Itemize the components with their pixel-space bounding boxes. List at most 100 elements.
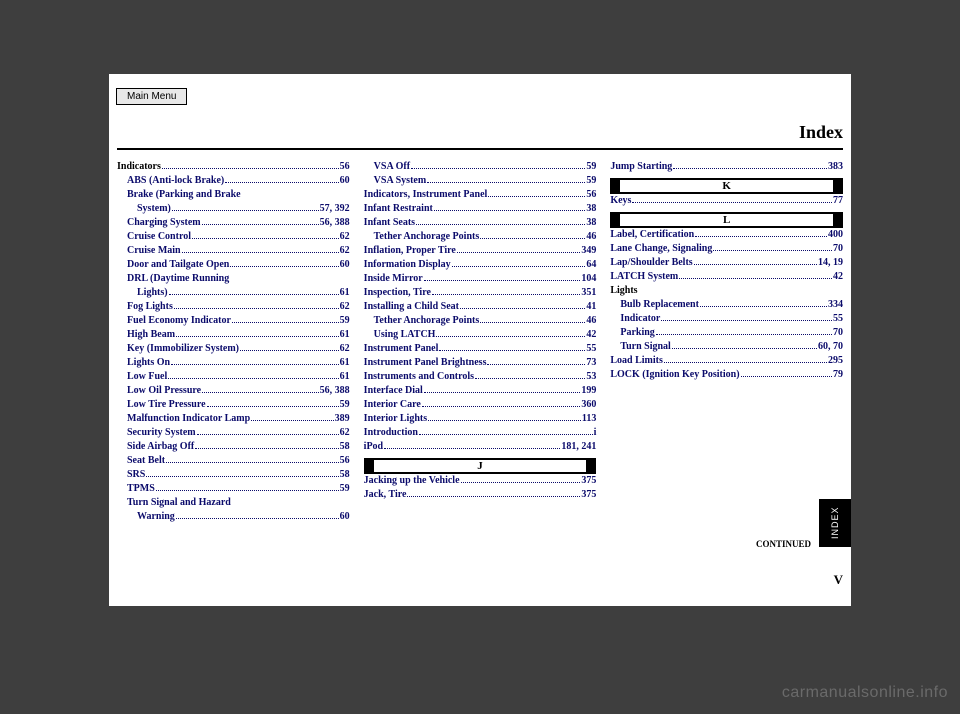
index-entry-label: TPMS <box>117 482 155 496</box>
leader-dots <box>741 376 832 377</box>
index-entry-label: VSA Off <box>364 160 410 174</box>
index-entry[interactable]: Jacking up the Vehicle375 <box>364 474 597 488</box>
leader-dots <box>695 236 827 237</box>
index-entry[interactable]: Infant Seats38 <box>364 216 597 230</box>
index-entry[interactable]: Brake (Parking and Brake <box>117 188 350 202</box>
index-entry-label: Inside Mirror <box>364 272 423 286</box>
index-entry[interactable]: Cruise Main62 <box>117 244 350 258</box>
index-entry-label: Cruise Control <box>117 230 191 244</box>
index-entry[interactable]: SRS58 <box>117 468 350 482</box>
index-entry[interactable]: Lights <box>610 284 843 298</box>
index-entry[interactable]: Seat Belt56 <box>117 454 350 468</box>
leader-dots <box>632 202 832 203</box>
index-entry-page: 61 <box>340 286 350 300</box>
index-entry[interactable]: High Beam61 <box>117 328 350 342</box>
index-entry-label: Infant Seats <box>364 216 415 230</box>
index-entry[interactable]: Instruments and Controls53 <box>364 370 597 384</box>
index-entry[interactable]: Low Oil Pressure56, 388 <box>117 384 350 398</box>
leader-dots <box>162 168 339 169</box>
index-entry-label: VSA System <box>364 174 427 188</box>
index-entry[interactable]: Lights On61 <box>117 356 350 370</box>
index-entry[interactable]: Side Airbag Off58 <box>117 440 350 454</box>
index-entry[interactable]: Information Display64 <box>364 258 597 272</box>
index-entry-page: 56, 388 <box>320 216 350 230</box>
index-entry[interactable]: Turn Signal60, 70 <box>610 340 843 354</box>
index-entry-page: 79 <box>833 368 843 382</box>
index-entry[interactable]: Lap/Shoulder Belts14, 19 <box>610 256 843 270</box>
index-entry-label: LOCK (Ignition Key Position) <box>610 368 739 382</box>
index-entry[interactable]: iPod181, 241 <box>364 440 597 454</box>
index-entry[interactable]: Indicators, Instrument Panel56 <box>364 188 597 202</box>
index-entry[interactable]: Label, Certification400 <box>610 228 843 242</box>
index-entry-page: 349 <box>581 244 596 258</box>
index-entry[interactable]: Key (Immobilizer System)62 <box>117 342 350 356</box>
index-entry-label: System) <box>117 202 171 216</box>
index-entry[interactable]: Low Fuel61 <box>117 370 350 384</box>
index-entry[interactable]: Malfunction Indicator Lamp389 <box>117 412 350 426</box>
index-entry[interactable]: LATCH System42 <box>610 270 843 284</box>
index-entry[interactable]: Interface Dial199 <box>364 384 597 398</box>
index-entry[interactable]: Inspection, Tire351 <box>364 286 597 300</box>
leader-dots <box>202 392 319 393</box>
index-entry[interactable]: Keys77 <box>610 194 843 208</box>
leader-dots <box>207 406 339 407</box>
index-entry[interactable]: Jump Starting383 <box>610 160 843 174</box>
index-entry[interactable]: Instrument Panel55 <box>364 342 597 356</box>
index-entry[interactable]: Load Limits295 <box>610 354 843 368</box>
index-entry[interactable]: Inflation, Proper Tire349 <box>364 244 597 258</box>
index-entry[interactable]: Turn Signal and Hazard <box>117 496 350 510</box>
index-entry[interactable]: System)57, 392 <box>117 202 350 216</box>
index-entry[interactable]: Lane Change, Signaling70 <box>610 242 843 256</box>
index-entry[interactable]: Interior Lights113 <box>364 412 597 426</box>
index-entry-page: 62 <box>340 426 350 440</box>
index-entry[interactable]: Jack, Tire375 <box>364 488 597 502</box>
leader-dots <box>166 462 339 463</box>
index-entry[interactable]: Introductioni <box>364 426 597 440</box>
index-entry[interactable]: Installing a Child Seat41 <box>364 300 597 314</box>
index-entry[interactable]: VSA System59 <box>364 174 597 188</box>
index-entry-page: 60 <box>340 258 350 272</box>
index-entry[interactable]: Infant Restraint38 <box>364 202 597 216</box>
leader-dots <box>452 266 586 267</box>
index-entry[interactable]: Indicator55 <box>610 312 843 326</box>
index-entry-page: 61 <box>340 356 350 370</box>
index-entry[interactable]: Warning60 <box>117 510 350 524</box>
index-entry-page: 41 <box>586 300 596 314</box>
index-entry[interactable]: Inside Mirror104 <box>364 272 597 286</box>
index-entry[interactable]: Instrument Panel Brightness73 <box>364 356 597 370</box>
index-column-1: Indicators56ABS (Anti-lock Brake)60Brake… <box>117 160 350 524</box>
main-menu-button[interactable]: Main Menu <box>116 88 187 105</box>
index-entry[interactable]: Interior Care360 <box>364 398 597 412</box>
index-entry[interactable]: Low Tire Pressure59 <box>117 398 350 412</box>
leader-dots <box>656 334 832 335</box>
index-entry-label: Instruments and Controls <box>364 370 474 384</box>
index-entry[interactable]: Using LATCH42 <box>364 328 597 342</box>
leader-dots <box>673 168 827 169</box>
index-entry[interactable]: Tether Anchorage Points46 <box>364 230 597 244</box>
index-entry[interactable]: LOCK (Ignition Key Position) 79 <box>610 368 843 382</box>
index-entry[interactable]: Bulb Replacement334 <box>610 298 843 312</box>
index-entry-label: Charging System <box>117 216 201 230</box>
index-entry[interactable]: TPMS59 <box>117 482 350 496</box>
index-entry-page: 60 <box>340 174 350 188</box>
index-entry-label: LATCH System <box>610 270 678 284</box>
leader-dots <box>487 364 585 365</box>
index-entry-page: 113 <box>582 412 596 426</box>
index-entry[interactable]: Fuel Economy Indicator59 <box>117 314 350 328</box>
index-entry-page: 46 <box>586 230 596 244</box>
index-entry[interactable]: Fog Lights62 <box>117 300 350 314</box>
index-entry[interactable]: Lights)61 <box>117 286 350 300</box>
index-entry[interactable]: Charging System 56, 388 <box>117 216 350 230</box>
index-entry[interactable]: VSA Off59 <box>364 160 597 174</box>
section-head: L <box>610 212 843 228</box>
index-entry-page: 59 <box>340 314 350 328</box>
index-entry[interactable]: Parking70 <box>610 326 843 340</box>
page-container: Main Menu Index Indicators56ABS (Anti-lo… <box>109 74 851 606</box>
index-entry[interactable]: Door and Tailgate Open60 <box>117 258 350 272</box>
index-entry[interactable]: DRL (Daytime Running <box>117 272 350 286</box>
index-entry[interactable]: Tether Anchorage Points46 <box>364 314 597 328</box>
index-entry[interactable]: ABS (Anti-lock Brake)60 <box>117 174 350 188</box>
index-entry[interactable]: Indicators56 <box>117 160 350 174</box>
index-entry[interactable]: Security System62 <box>117 426 350 440</box>
index-entry[interactable]: Cruise Control62 <box>117 230 350 244</box>
